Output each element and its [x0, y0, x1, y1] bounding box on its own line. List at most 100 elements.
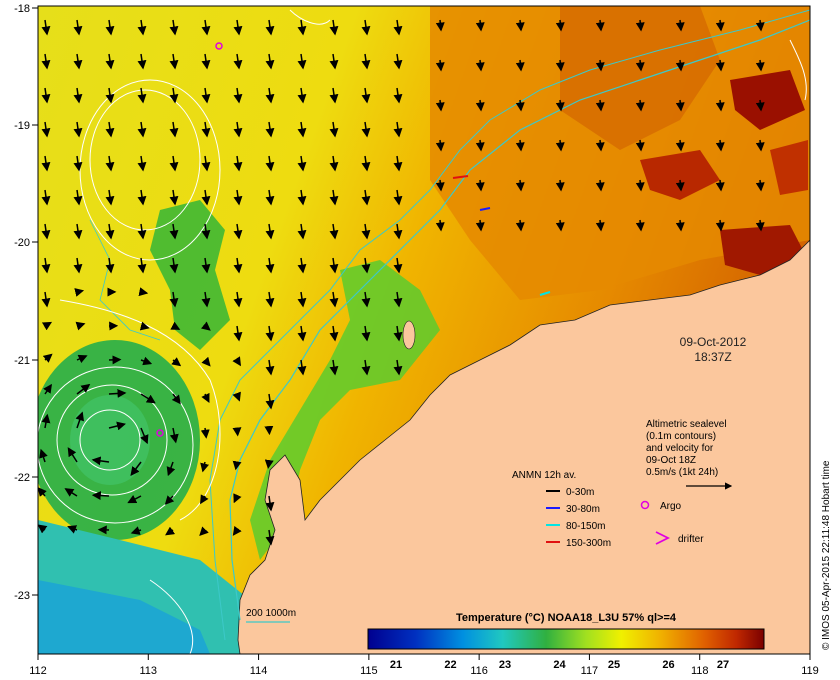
velocity-arrow: [435, 179, 445, 192]
latitude-axis: -18 -19 -20 -21 -22 -23: [14, 3, 38, 602]
coastal-cool-water: [250, 260, 440, 560]
velocity-arrow: [201, 87, 211, 104]
velocity-arrow: [329, 155, 339, 172]
velocity-arrow: [297, 359, 307, 376]
velocity-arrow: [73, 87, 83, 104]
velocity-arrow: [515, 59, 525, 72]
velocity-arrow: [265, 325, 275, 342]
lon-tick-label: 112: [29, 665, 47, 677]
lat-tick-label: -22: [14, 472, 30, 484]
colorbar-tick-label: 22: [444, 659, 456, 671]
velocity-arrow: [297, 325, 307, 342]
velocity-arrow: [297, 19, 307, 36]
velocity-arrow: [675, 59, 685, 72]
velocity-arrow: [74, 288, 85, 297]
velocity-arrow: [265, 393, 275, 410]
lon-tick-label: 113: [140, 665, 158, 677]
velocity-arrow: [555, 59, 565, 72]
velocity-arrow: [105, 19, 115, 36]
anmn-title: ANMN 12h av.: [512, 470, 576, 481]
velocity-arrow: [297, 121, 307, 138]
velocity-arrow: [329, 359, 339, 376]
velocity-arrow: [475, 59, 485, 72]
velocity-arrow: [233, 291, 243, 308]
altimetry-note: Altimetric sealevel (0.1m contours) and …: [646, 419, 733, 490]
velocity-arrow: [265, 87, 275, 104]
velocity-arrow: [232, 427, 242, 437]
velocity-arrow: [38, 487, 47, 497]
altimetry-note-line: 09-Oct 18Z: [646, 455, 696, 466]
velocity-arrow: [393, 19, 403, 36]
velocity-arrow: [265, 291, 275, 308]
velocity-arrow: [595, 99, 605, 112]
velocity-arrow: [201, 19, 211, 36]
velocity-arrow: [361, 325, 371, 342]
velocity-arrow: [265, 223, 275, 240]
velocity-arrow: [140, 427, 149, 445]
velocity-arrow: [329, 53, 339, 70]
velocity-arrow: [635, 219, 645, 232]
velocity-arrow: [435, 99, 445, 112]
velocity-arrow: [232, 525, 242, 536]
velocity-arrow: [595, 179, 605, 192]
velocity-arrow: [265, 189, 275, 206]
velocity-arrow: [265, 495, 275, 512]
velocity-arrow: [329, 87, 339, 104]
velocity-arrow: [715, 59, 725, 72]
anmn-moorings: [452, 175, 551, 296]
velocity-arrow: [137, 19, 147, 36]
velocity-arrow: [233, 87, 243, 104]
velocity-arrow: [169, 53, 179, 70]
velocity-arrow: [555, 99, 565, 112]
velocity-arrow: [555, 219, 565, 232]
colorbar-tick-label: 21: [390, 659, 402, 671]
lon-tick-label: 116: [470, 665, 488, 677]
velocity-arrow: [715, 139, 725, 152]
velocity-arrow: [137, 87, 147, 104]
lon-tick-label: 114: [250, 665, 268, 677]
velocity-arrow: [755, 219, 765, 232]
velocity-arrow: [41, 223, 51, 240]
velocity-arrow: [171, 393, 181, 405]
velocity-arrow: [329, 121, 339, 138]
velocity-arrow: [635, 139, 645, 152]
velocity-arrow: [127, 494, 142, 504]
argo-float: [156, 429, 164, 437]
velocity-arrow: [715, 19, 725, 32]
velocity-arrow: [41, 155, 51, 172]
altimetry-note-line: 0.5m/s (1kt 24h): [646, 467, 718, 478]
velocity-arrow: [67, 447, 78, 463]
velocity-arrow: [361, 291, 371, 308]
velocity-arrow: [108, 388, 127, 398]
velocity-arrow: [105, 223, 115, 240]
velocity-arrow: [515, 19, 525, 32]
drifter-legend-label: drifter: [678, 534, 704, 545]
anmn-legend: ANMN 12h av. 0-30m 30-80m 80-150m 150-30…: [512, 470, 611, 549]
eddy-core: [70, 395, 150, 485]
velocity-arrow: [171, 357, 182, 367]
hot-patch-2: [640, 150, 720, 200]
argo-legend-icon: [640, 500, 650, 510]
velocity-arrow: [233, 325, 243, 342]
colorbar-tick-label: 24: [553, 659, 566, 671]
velocity-arrow: [515, 179, 525, 192]
velocity-arrow: [361, 359, 371, 376]
velocity-arrow: [201, 291, 211, 308]
velocity-arrow: [329, 19, 339, 36]
velocity-arrow: [393, 325, 403, 342]
velocity-arrow: [41, 53, 51, 70]
velocity-arrow: [75, 411, 85, 429]
velocity-arrow: [169, 257, 179, 274]
velocity-arrow: [105, 53, 115, 70]
velocity-arrow: [715, 179, 725, 192]
velocity-arrow: [232, 391, 241, 402]
velocity-arrow: [76, 383, 91, 395]
altimetry-note-line: Altimetric sealevel: [646, 419, 727, 430]
velocity-arrow: [297, 53, 307, 70]
velocity-arrow: [233, 53, 243, 70]
velocity-arrow: [361, 87, 371, 104]
velocity-arrow: [361, 189, 371, 206]
colorbar: Temperature (°C) NOAA18_L3U 57% ql>=4: [367, 612, 765, 650]
velocity-arrow: [130, 526, 142, 535]
velocity-arrow: [232, 460, 242, 471]
